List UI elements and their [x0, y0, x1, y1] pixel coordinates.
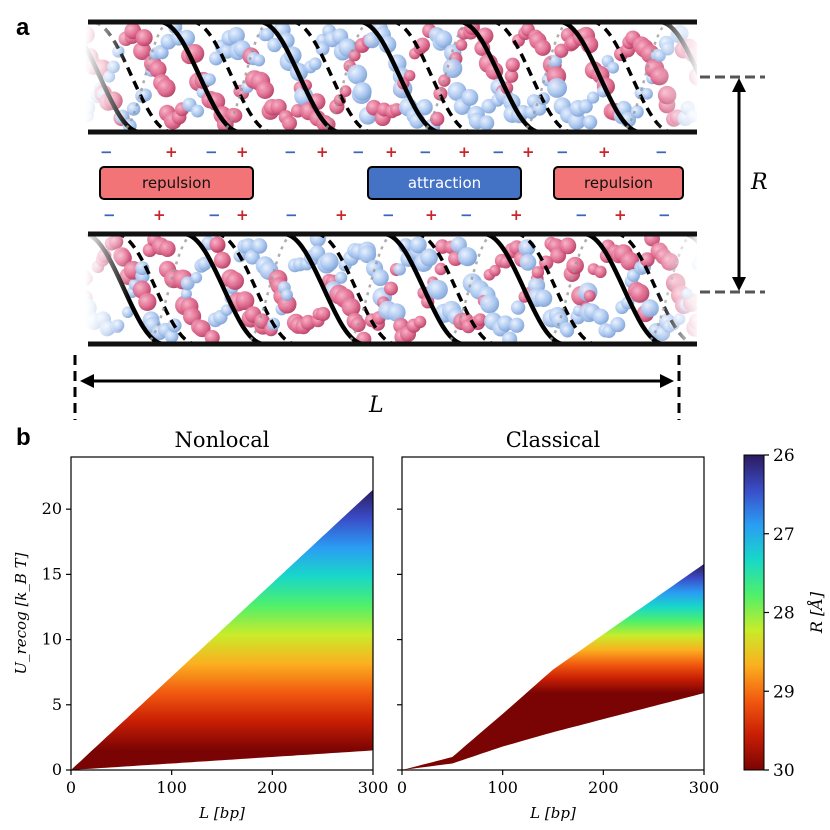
top-charge-minus-2: − — [205, 143, 218, 161]
top-charge-minus-10: − — [492, 143, 505, 161]
colorbar — [743, 454, 765, 771]
top-charge-minus-14: − — [655, 143, 668, 161]
x-tick-label: 300 — [358, 778, 389, 797]
repulsion-right-label: repulsion — [553, 166, 684, 200]
y-tick-label: 0 — [52, 760, 62, 779]
bottom-charge-plus-3: + — [236, 206, 249, 224]
x-tick-label: 100 — [487, 778, 518, 797]
panel-a-label: a — [16, 14, 30, 41]
colorbar-tick-label: 29 — [773, 682, 795, 702]
x-tick-label: 200 — [257, 778, 288, 797]
y-tick-label: 10 — [42, 630, 62, 649]
plot-frame-nonlocal — [70, 456, 374, 771]
top-charge-minus-12: − — [556, 143, 569, 161]
y-tick-label: 5 — [52, 695, 62, 714]
colorbar-tick-label: 27 — [773, 525, 795, 545]
bottom-charge-minus-2: − — [208, 206, 221, 224]
top-charge-plus-3: + — [236, 143, 249, 161]
top-charge-plus-13: + — [598, 143, 611, 161]
bottom-charge-plus-7: + — [425, 206, 438, 224]
top-charge-plus-7: + — [385, 143, 398, 161]
bottom-charge-minus-0: − — [103, 206, 116, 224]
attraction-label: attraction — [367, 166, 522, 200]
y-tick-label: 15 — [42, 564, 62, 583]
bottom-charge-plus-11: + — [614, 206, 627, 224]
bottom-charge-minus-4: − — [285, 206, 298, 224]
bottom-charge-plus-9: + — [510, 206, 523, 224]
bottom-charge-minus-8: − — [460, 206, 473, 224]
plot-frame-classical — [401, 456, 705, 771]
x-axis-label: L [bp] — [198, 804, 245, 822]
top-charge-minus-8: − — [419, 143, 432, 161]
x-tick-label: 300 — [689, 778, 720, 797]
area-classical — [402, 563, 704, 770]
y-axis-label: U_recog [k_B T] — [12, 552, 30, 674]
repulsion-left-label: repulsion — [99, 166, 254, 200]
panel-b-label: b — [16, 424, 31, 451]
bottom-charge-minus-12: − — [658, 206, 671, 224]
x-tick-label: 200 — [588, 778, 619, 797]
x-axis-label: L [bp] — [529, 804, 576, 822]
bottom-charge-minus-10: − — [575, 206, 588, 224]
bottom-charge-minus-6: − — [382, 206, 395, 224]
chart-title-nonlocal: Nonlocal — [175, 428, 270, 452]
colorbar-tick-label: 28 — [773, 604, 795, 624]
top-charge-plus-9: + — [458, 143, 471, 161]
colorbar-tick-label: 26 — [773, 446, 795, 466]
colorbar-tick-label: 30 — [773, 761, 795, 781]
top-charge-plus-5: + — [316, 143, 329, 161]
top-charge-minus-4: − — [284, 143, 297, 161]
top-charge-minus-0: − — [100, 143, 113, 161]
top-charge-plus-11: + — [522, 143, 535, 161]
x-tick-label: 0 — [397, 778, 407, 797]
bottom-charge-plus-5: + — [335, 206, 348, 224]
area-nonlocal — [71, 489, 373, 770]
length-label-l: L — [369, 393, 384, 418]
top-charge-minus-6: − — [352, 143, 365, 161]
top-charge-plus-1: + — [165, 143, 178, 161]
distance-label-r: R — [751, 170, 768, 195]
dna-helix-illustration — [73, 19, 765, 420]
bottom-charge-plus-1: + — [153, 206, 166, 224]
y-tick-label: 20 — [42, 499, 62, 518]
chart-title-classical: Classical — [506, 428, 601, 452]
x-tick-label: 100 — [156, 778, 187, 797]
colorbar-label: R [Å] — [806, 591, 826, 634]
x-tick-label: 0 — [66, 778, 76, 797]
